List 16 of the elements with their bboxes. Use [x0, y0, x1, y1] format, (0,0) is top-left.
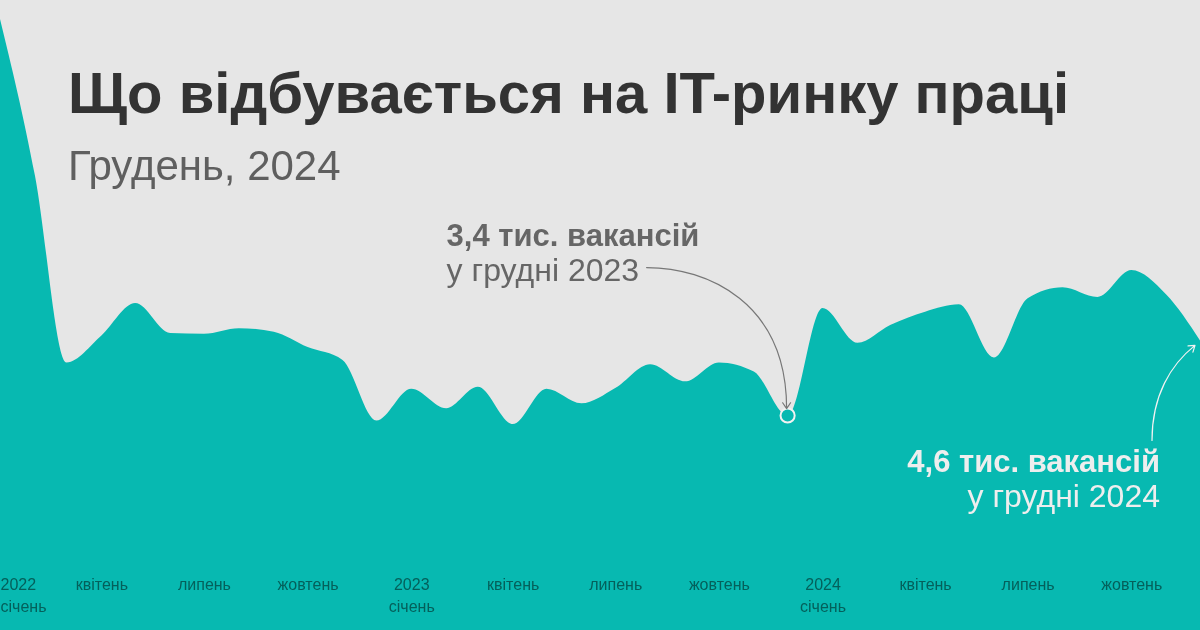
- x-tick-label: 2022 січень: [0, 575, 47, 615]
- x-tick-label: квітень: [487, 575, 540, 593]
- x-tick-label: 2023 січень: [388, 575, 435, 615]
- text: Грудень, 2024: [68, 142, 341, 189]
- x-tick-label: липень: [177, 575, 231, 593]
- text: Що відбувається на IT-ринку праці: [68, 60, 1070, 125]
- annotation: 4,6 тис. вакансій у грудні 2024: [907, 444, 1160, 515]
- x-tick-label: жовтень: [688, 575, 750, 593]
- x-tick-label: липень: [1001, 575, 1055, 593]
- x-tick-label: 2024 січень: [800, 575, 847, 615]
- x-tick-label: квітень: [75, 575, 129, 593]
- x-tick-label: квітень: [899, 575, 952, 593]
- x-tick-label: жовтень: [277, 575, 339, 593]
- x-tick-label: липень: [589, 575, 643, 593]
- x-tick-label: жовтень: [1101, 575, 1163, 593]
- annotation: 3,4 тис. вакансій у грудні 2023: [446, 217, 700, 288]
